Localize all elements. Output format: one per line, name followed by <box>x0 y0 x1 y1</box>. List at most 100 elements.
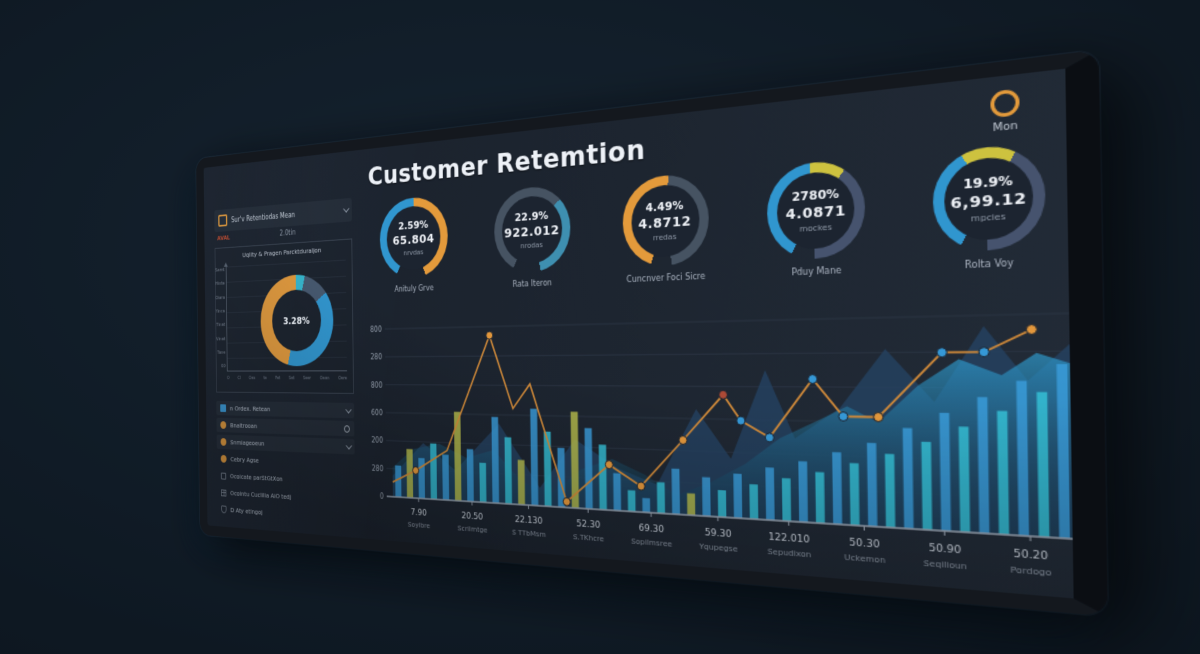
bar <box>491 417 499 503</box>
line-point <box>1026 324 1037 334</box>
legend-label: Ocointu Cuclilia AiO tedj <box>230 489 351 505</box>
mini-y-label: Yinca <box>216 310 225 315</box>
chevron-down-icon[interactable] <box>346 442 352 450</box>
loyalty-donut-chart: 3.28% <box>260 273 334 366</box>
combo-chart-svg: 800 280 800 600 200 280 0 7.90 Soylbre 20.50 Scril… <box>361 301 1074 599</box>
line-point <box>605 460 613 469</box>
gauge-texts: 19.9% 6,99.12 mpcies <box>932 142 1046 253</box>
aval-tag: AVAL <box>217 234 230 242</box>
gauge-caption: Rata Iteron <box>513 278 552 289</box>
gauge-caption: Rolta Voy <box>965 258 1014 271</box>
svg-text:0: 0 <box>380 492 384 501</box>
svg-text:Yqupegse: Yqupegse <box>698 541 738 554</box>
mini-x-label: Oere <box>338 376 347 381</box>
bar <box>642 498 650 513</box>
bar <box>749 484 758 519</box>
gauge-caption: Anituly Grve <box>394 284 433 294</box>
gauge-unit: nrodas <box>520 240 543 250</box>
chevron-down-icon[interactable] <box>343 205 349 213</box>
shield-icon <box>221 505 226 513</box>
mini-y-label: Vinat <box>216 337 225 342</box>
mini-y-label: Oiara <box>215 296 225 301</box>
chevron-down-icon[interactable] <box>345 405 351 413</box>
dashboard-screen: Customer Retemtion Mon Sur'v Retentiodas… <box>204 69 1074 599</box>
bar <box>454 412 461 501</box>
checkbox-icon <box>221 472 226 479</box>
gauge-texts: 22.9% 922.012 nrodas <box>494 184 571 274</box>
radio-circle-icon[interactable] <box>344 425 350 432</box>
bar <box>628 490 636 512</box>
svg-text:S TTbMsm: S TTbMsm <box>512 528 546 540</box>
svg-text:22.130: 22.130 <box>515 514 543 526</box>
mini-y-label: Tinat <box>216 324 225 329</box>
gauge-texts: 4.49% 4.8712 rredas <box>622 172 709 268</box>
mini-y-label: 00 <box>221 365 226 370</box>
mini-x-label: O <box>227 376 230 381</box>
gauge-ring: 2780% 4.0871 mockes <box>767 158 866 261</box>
gauge-caption: Pduy Mane <box>791 265 841 277</box>
bar <box>395 465 401 497</box>
gauge-ring: 2.59% 65.804 nrvdas <box>379 195 448 280</box>
mini-x-label: Oes <box>249 376 255 381</box>
mini-x-label: Fet <box>275 376 280 381</box>
gauge-percent: 22.9% <box>514 209 548 224</box>
bar <box>467 449 474 502</box>
mini-x-label: Cl <box>237 376 240 381</box>
bar <box>733 474 742 519</box>
bar <box>479 463 486 503</box>
bar <box>997 411 1009 535</box>
kpi-gauge: 4.49% 4.8712 rredas Cuncnver Foci Sicre <box>602 170 731 285</box>
bar <box>718 490 727 517</box>
svg-text:Uckemon: Uckemon <box>844 552 885 566</box>
bar <box>599 445 607 510</box>
line-point <box>979 347 990 357</box>
bar <box>442 455 449 501</box>
svg-text:Soylbre: Soylbre <box>408 520 430 530</box>
line-point <box>486 331 493 339</box>
bar <box>702 477 711 516</box>
svg-text:S.TKhcre: S.TKhcre <box>573 532 604 544</box>
svg-text:Scrilmtge: Scrilmtge <box>458 524 488 535</box>
stage: Customer Retemtion Mon Sur'v Retentiodas… <box>0 0 1200 654</box>
bar <box>850 463 860 526</box>
svg-text:600: 600 <box>371 409 383 418</box>
status-indicator[interactable]: Mon <box>990 89 1020 135</box>
line-point <box>839 412 848 421</box>
kpi-gauge: 22.9% 922.012 nrodas Rata Iteron <box>476 182 590 290</box>
orange-circle-icon <box>221 455 227 463</box>
blue-square-icon <box>220 404 226 412</box>
svg-text:280: 280 <box>372 464 384 473</box>
ring-icon <box>990 89 1019 119</box>
monitor-bezel: Customer Retemtion Mon Sur'v Retentiodas… <box>196 50 1108 617</box>
sidebar-legend: n Ordex. Retean Bnaltrooan Snmiageoeun Cebr… <box>216 401 355 527</box>
line-point <box>765 433 774 442</box>
svg-text:69.30: 69.30 <box>639 522 665 535</box>
svg-text:7.90: 7.90 <box>411 507 427 518</box>
legend-row[interactable]: Bnaltrooan <box>216 418 354 437</box>
legend-label: Cebry Agse <box>230 455 350 468</box>
bar <box>518 460 525 505</box>
loyalty-x-axis: O Cl Oes te Fet Set Seer Oean Oere <box>227 376 347 382</box>
svg-text:Pordogo: Pordogo <box>1010 564 1051 578</box>
gauge-percent: 2780% <box>792 186 839 204</box>
sidebar: Sur'v Retentiodas Mean AVAL 2.0tin Uqlit… <box>214 198 355 527</box>
mini-x-label: Oean <box>320 376 330 381</box>
line-point <box>563 498 570 506</box>
gauge-percent: 19.9% <box>963 173 1013 192</box>
grid-icon <box>221 489 226 496</box>
svg-text:50.30: 50.30 <box>849 536 880 550</box>
gauge-percent: 2.59% <box>398 218 428 232</box>
svg-text:59.30: 59.30 <box>705 527 732 540</box>
loyalty-y-axis: Samt Hinte Oiara Yinca Tinat Vinat Tane 00 <box>216 268 226 369</box>
gauge-texts: 2780% 4.0871 mockes <box>767 158 866 261</box>
line-point <box>637 482 645 491</box>
gauge-value: 4.0871 <box>785 203 846 224</box>
svg-text:20.50: 20.50 <box>461 510 483 521</box>
legend-row[interactable]: n Ordex. Retean <box>216 401 354 418</box>
bar <box>584 428 592 509</box>
bar <box>613 473 621 511</box>
orange-circle-icon <box>221 438 227 446</box>
svg-text:800: 800 <box>370 325 382 334</box>
svg-text:Sepudixon: Sepudixon <box>768 546 812 560</box>
gauge-unit: nrvdas <box>403 248 423 258</box>
